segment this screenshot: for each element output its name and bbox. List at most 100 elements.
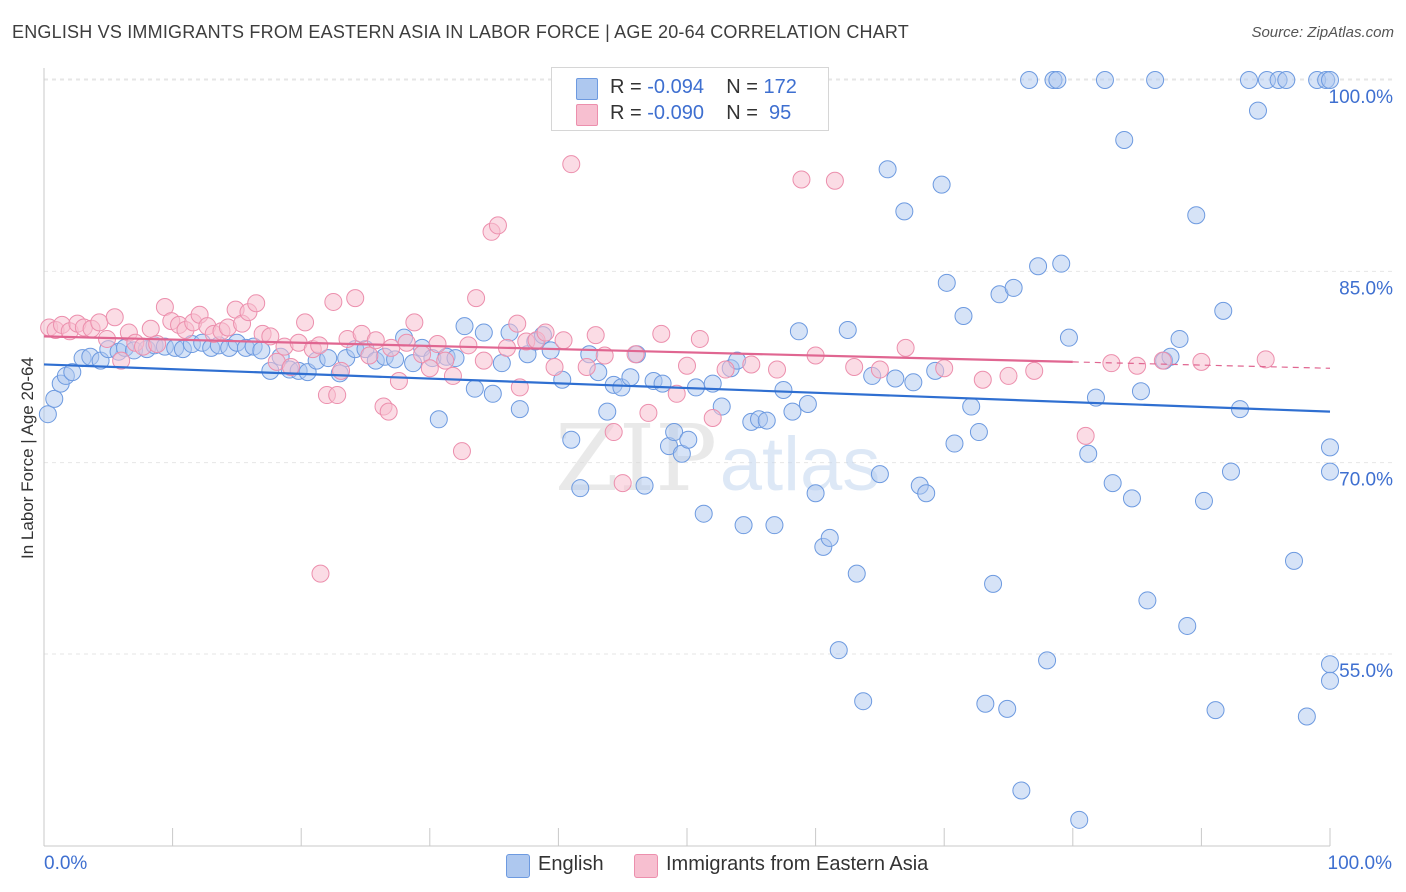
english-point — [1029, 257, 1048, 276]
n-value: 95 — [763, 102, 792, 124]
english-point — [984, 574, 1003, 593]
chart-title: ENGLISH VS IMMIGRANTS FROM EASTERN ASIA … — [12, 22, 909, 42]
asia-point — [613, 474, 632, 493]
english-point — [1052, 254, 1071, 273]
english-point — [562, 430, 581, 449]
english-point — [878, 160, 897, 179]
asia-point — [324, 292, 343, 311]
english-point — [1321, 655, 1339, 674]
tick-labels: 55.0% 70.0% 85.0% 100.0% — [1329, 87, 1394, 682]
asia-point — [247, 294, 266, 313]
english-point — [1048, 71, 1067, 89]
asia-point — [973, 370, 992, 389]
asia-point — [716, 360, 735, 379]
y-axis-label: In Labor Force | Age 20-64 — [18, 357, 37, 559]
asia-point — [792, 170, 811, 189]
asia-point — [999, 366, 1018, 385]
english-point — [1214, 301, 1233, 320]
n-label: N = — [726, 76, 764, 98]
english-point — [765, 516, 784, 535]
english-point — [598, 402, 617, 421]
english-point — [483, 384, 502, 403]
n-label: N = — [726, 102, 764, 124]
english-point — [798, 394, 817, 413]
r-value: -0.094 — [647, 76, 704, 98]
x-min-label: 0.0% — [44, 853, 88, 874]
asia-point — [281, 358, 300, 376]
asia-point — [389, 372, 408, 391]
asia-point — [141, 319, 160, 338]
english-point — [653, 374, 672, 393]
english-point — [1248, 101, 1267, 120]
english-point — [319, 349, 338, 368]
y-tick-label: 70.0% — [1339, 470, 1393, 491]
asia-point — [328, 386, 347, 405]
english-point — [1297, 707, 1316, 726]
english-legend-swatch — [506, 854, 530, 878]
asia-point — [562, 155, 581, 174]
english-point — [1187, 206, 1206, 225]
english-point — [870, 465, 889, 484]
watermark-atlas: atlas — [720, 422, 881, 507]
english-point — [854, 692, 873, 711]
asia-point — [1128, 356, 1147, 375]
english-point — [969, 423, 988, 442]
english-point — [789, 322, 808, 341]
asia-point — [667, 384, 686, 403]
english-point — [829, 641, 848, 660]
asia-point — [379, 402, 398, 421]
asia-point — [742, 355, 761, 374]
asia-point — [935, 359, 954, 378]
english-point — [1020, 71, 1039, 89]
asia-point — [310, 336, 329, 355]
english-point — [1321, 671, 1339, 690]
correlation-legend: R = -0.094 N = 172 R = -0.090 N = 95 — [551, 67, 829, 131]
y-tick-label: 85.0% — [1339, 278, 1393, 299]
english-point — [510, 400, 529, 419]
english-point — [1321, 438, 1339, 457]
asia-point — [382, 338, 401, 357]
asia-point — [1076, 426, 1095, 445]
asia-point — [311, 564, 330, 583]
asia-point — [346, 289, 365, 308]
english-point — [954, 306, 973, 325]
english-point — [474, 323, 493, 342]
legend-text-asia: R = -0.090 N = 95 — [610, 102, 791, 125]
english-point — [694, 504, 713, 523]
asia-point — [105, 308, 124, 327]
english-point — [1004, 278, 1023, 297]
english-point — [1059, 328, 1078, 347]
english-point — [45, 389, 64, 408]
asia-swatch — [576, 104, 598, 126]
english-points — [38, 71, 1339, 829]
english-point — [465, 379, 484, 398]
english-point — [820, 528, 839, 547]
asia-point — [1025, 361, 1044, 380]
english-point — [455, 317, 474, 336]
english-point — [635, 476, 654, 495]
asia-point — [545, 358, 564, 376]
asia-point — [639, 403, 658, 422]
english-point — [976, 694, 995, 713]
english-point — [1138, 591, 1157, 610]
asia-points — [40, 155, 1275, 583]
english-point — [429, 410, 448, 429]
trend-lines — [43, 335, 1331, 413]
r-label: R = — [610, 102, 648, 124]
english-point — [1079, 444, 1098, 463]
english-point — [1038, 651, 1057, 670]
asia-point — [405, 313, 424, 332]
asia-point — [443, 366, 462, 385]
asia-point — [690, 329, 709, 348]
english-point — [1115, 130, 1134, 149]
english-point — [904, 373, 923, 392]
asia-point — [459, 336, 478, 355]
asia-point — [577, 358, 596, 376]
english-point — [1122, 489, 1141, 508]
asia-point — [261, 327, 280, 346]
english-point — [1146, 71, 1165, 89]
english-point — [895, 202, 914, 221]
english-point — [1206, 701, 1225, 720]
r-label: R = — [610, 76, 648, 98]
